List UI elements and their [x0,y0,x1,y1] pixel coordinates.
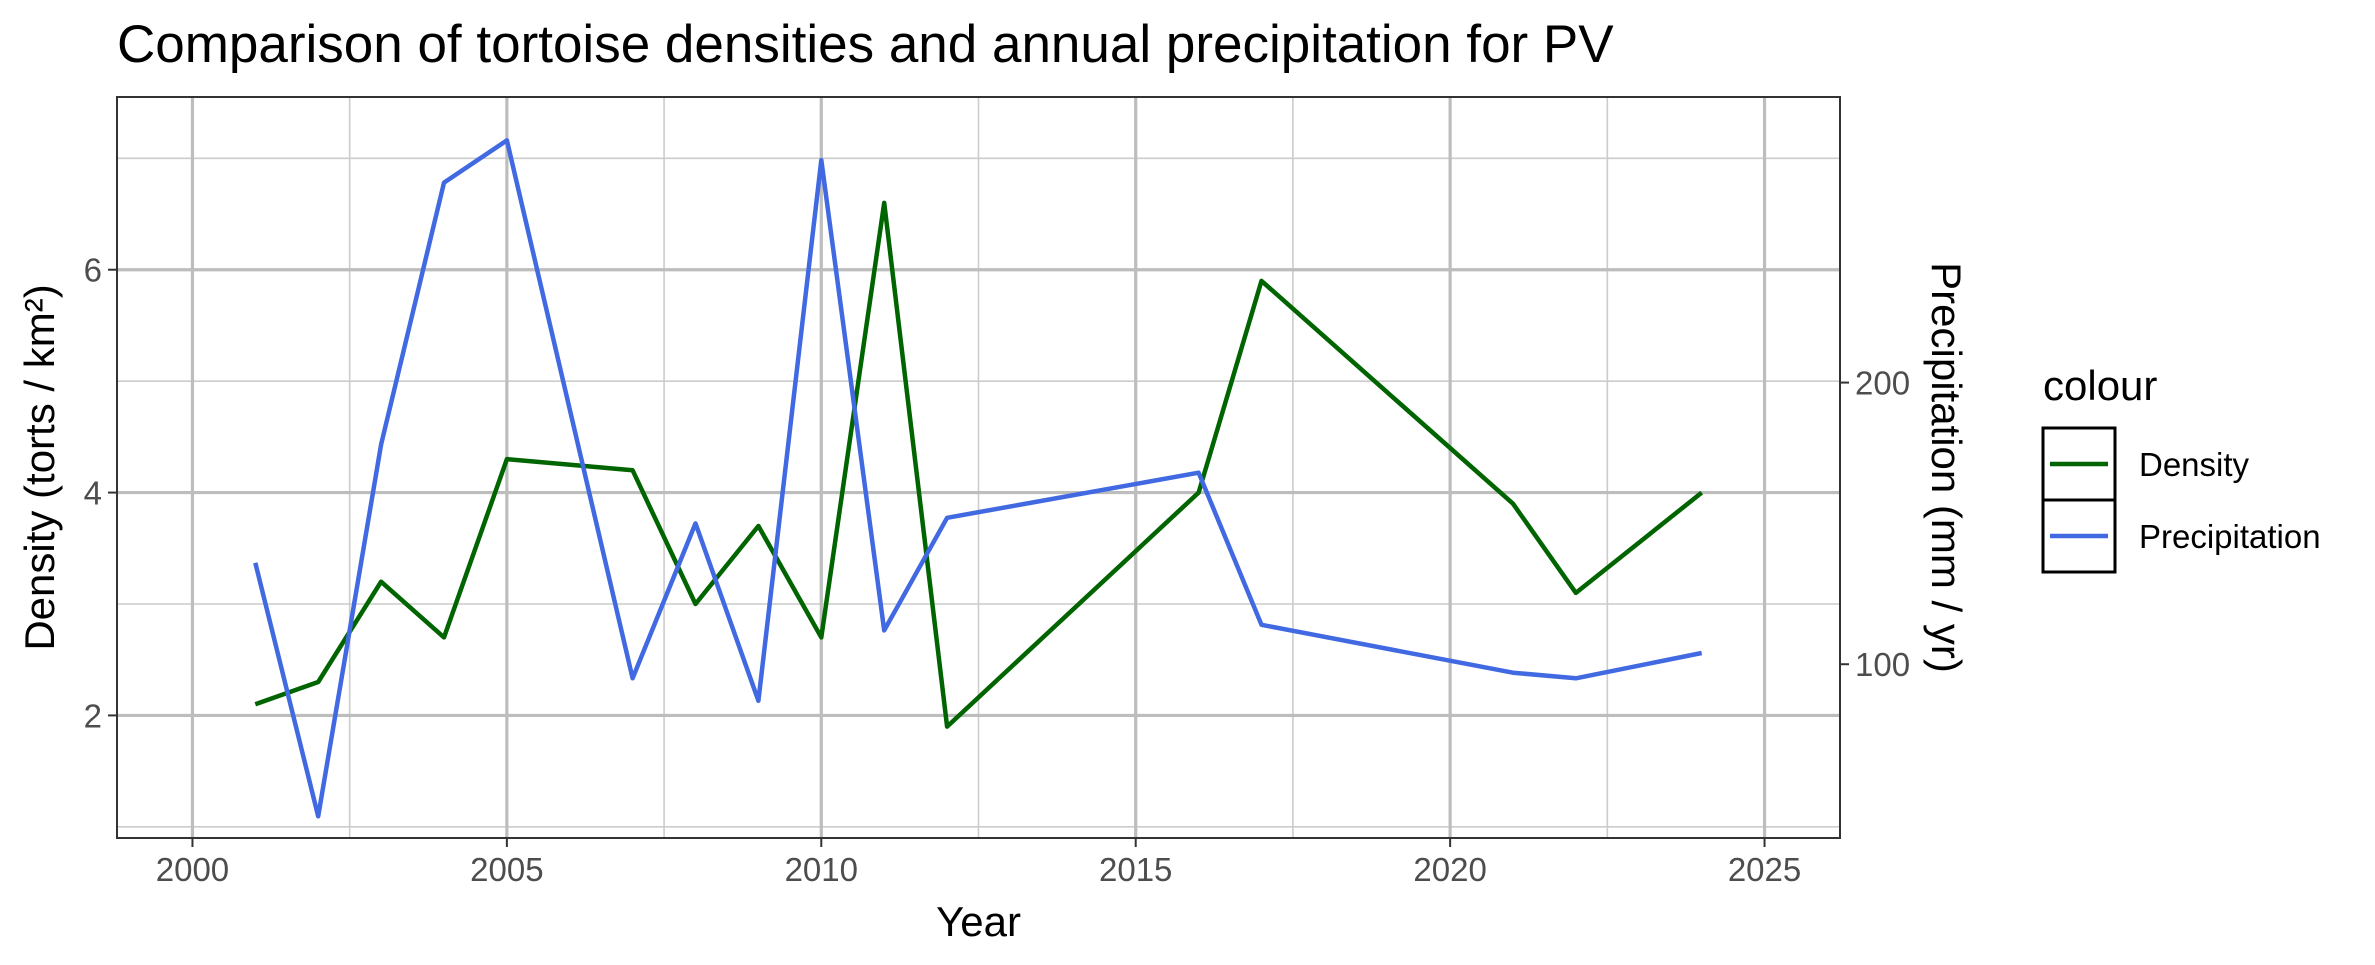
legend: colour Density Precipitation [2041,362,2321,574]
ticks-layer: 2000 2005 2010 2015 2020 2025 2 4 6 100 200 [84,252,1910,888]
series-line-precipitation [253,138,1703,819]
y-tick-label: 2 [84,697,102,734]
grid-major [117,97,1840,838]
x-tick-label: 2015 [1099,851,1172,888]
y2-axis-title: Precipitation (mm / yr) [1923,262,1970,673]
x-tick-label: 2020 [1413,851,1486,888]
x-tick-label: 2010 [785,851,858,888]
legend-title: colour [2043,362,2157,409]
series-layer [253,138,1704,819]
x-axis-title: Year [936,898,1021,945]
series-line-density [254,200,1704,729]
legend-label-precipitation: Precipitation [2139,518,2321,555]
y-axis-title: Density (torts / km²) [16,284,63,650]
y2-tick-label: 200 [1855,365,1910,402]
y2-tick-label: 100 [1855,646,1910,683]
x-tick-label: 2000 [156,851,229,888]
y-tick-label: 4 [84,475,102,512]
chart-title: Comparison of tortoise densities and ann… [117,15,1614,74]
panel-border [116,96,1841,839]
x-tick-label: 2025 [1728,851,1801,888]
legend-label-density: Density [2139,446,2250,483]
x-tick-label: 2005 [470,851,543,888]
y-tick-label: 6 [84,252,102,289]
